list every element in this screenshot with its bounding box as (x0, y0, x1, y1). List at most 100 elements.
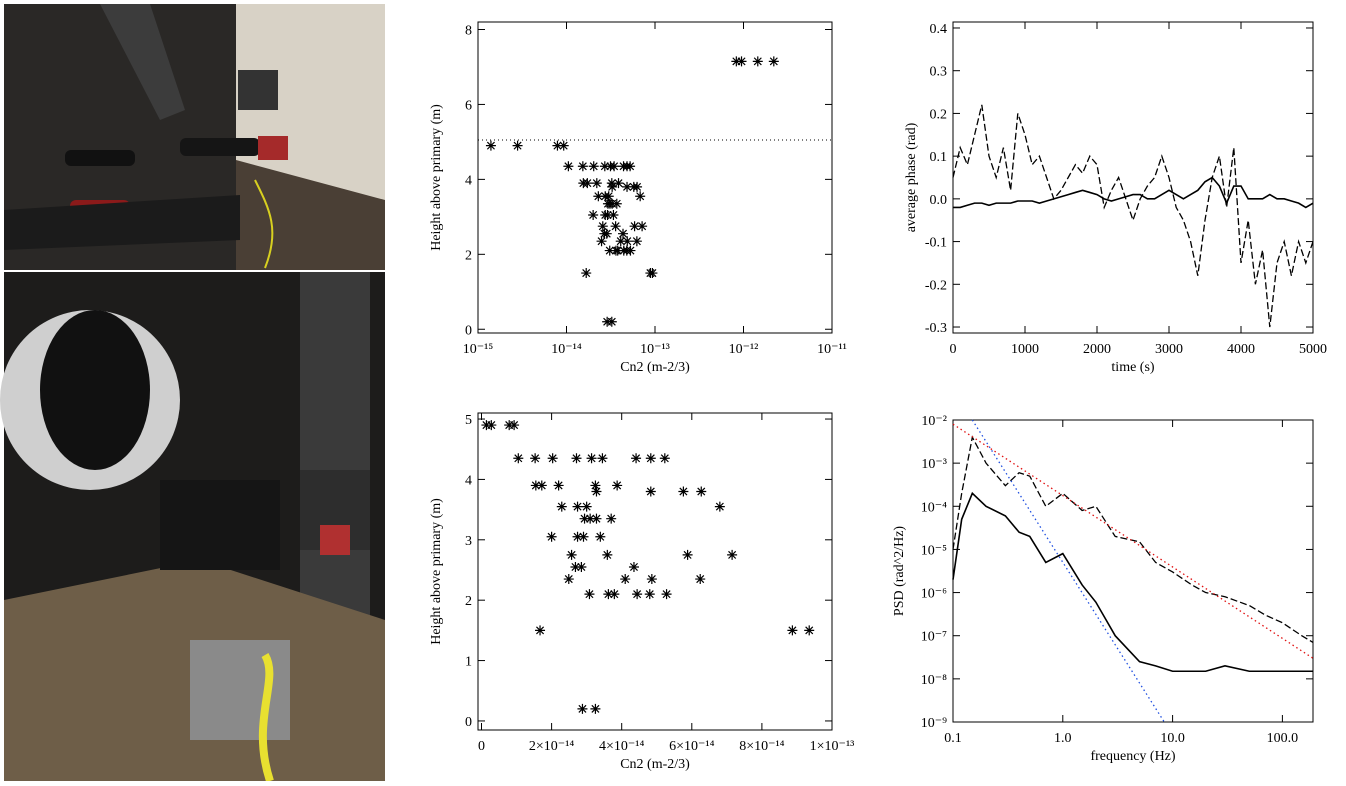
y-tick-label: 4 (465, 473, 472, 488)
plot-frame (952, 21, 1314, 334)
point (579, 513, 590, 524)
point (602, 549, 613, 560)
x-axis-title: Cn2 (m-2/3) (620, 360, 690, 375)
y-tick-label: 10⁻⁵ (921, 543, 947, 558)
photo-bottom (0, 272, 385, 783)
point (535, 625, 546, 636)
point (563, 161, 574, 172)
x-tick-label: 0 (478, 739, 485, 754)
point (601, 228, 612, 239)
series-line (952, 435, 1314, 643)
y-tick-label: -0.1 (925, 236, 947, 251)
point (485, 140, 496, 151)
point (603, 191, 614, 202)
floor (236, 160, 385, 270)
point (632, 589, 643, 600)
series-line (952, 491, 1313, 673)
point (581, 501, 592, 512)
point (486, 420, 497, 431)
point (622, 181, 633, 192)
point (635, 191, 646, 202)
x-axis-title: frequency (Hz) (1090, 749, 1175, 764)
x-tick-label: 0 (950, 342, 957, 357)
series-line (952, 104, 1314, 328)
x-tick-label: 2000 (1083, 342, 1111, 357)
x-tick-label: 0.1 (944, 731, 962, 746)
point (595, 531, 606, 542)
point (602, 209, 613, 220)
x-tick-label: 2×10⁻¹⁴ (529, 739, 574, 754)
plot-frame (477, 412, 833, 731)
y-tick-label: 0.0 (930, 193, 948, 208)
point (631, 453, 642, 464)
y-tick-label: 0.3 (930, 65, 948, 80)
point (570, 561, 581, 572)
point (610, 221, 621, 232)
x-tick-label: 6×10⁻¹⁴ (669, 739, 714, 754)
point (645, 453, 656, 464)
point (578, 531, 589, 542)
truss (100, 4, 185, 120)
x-tick-label: 1000 (1011, 342, 1039, 357)
point (597, 221, 608, 232)
point (584, 589, 595, 600)
y-tick-label: 0.2 (930, 107, 948, 122)
point (591, 178, 602, 189)
x-tick-label: 10⁻¹¹ (817, 342, 847, 357)
point (530, 480, 541, 491)
x-tick-label: 100.0 (1267, 731, 1299, 746)
point (591, 513, 602, 524)
y-tick-label: 0 (465, 715, 472, 730)
plot-frame (952, 419, 1314, 723)
point (577, 161, 588, 172)
y-tick-label: 5 (465, 413, 472, 428)
point (607, 181, 618, 192)
y-tick-label: 0.1 (930, 150, 948, 165)
plot-frame (477, 21, 833, 334)
point (552, 140, 563, 151)
point (612, 480, 623, 491)
x-tick-label: 1×10⁻¹³ (810, 739, 855, 754)
point (509, 420, 520, 431)
point (596, 236, 607, 247)
y-tick-label: 10⁻² (921, 414, 947, 429)
y-tick-label: 10⁻⁴ (921, 500, 947, 515)
series-line (952, 423, 1314, 659)
x-tick-label: 10⁻¹⁴ (551, 342, 582, 357)
point (586, 453, 597, 464)
y-tick-label: 4 (465, 173, 472, 188)
point (736, 56, 747, 67)
point (590, 480, 601, 491)
point (608, 209, 619, 220)
point (512, 140, 523, 151)
y-tick-label: 10⁻⁷ (921, 630, 947, 645)
point (631, 236, 642, 247)
point (618, 228, 629, 239)
point (731, 56, 742, 67)
point (609, 161, 620, 172)
camera-mount (160, 480, 280, 570)
point (661, 589, 672, 600)
point (644, 589, 655, 600)
chart: 0 2×10⁻¹⁴ 4×10⁻¹⁴ 6×10⁻¹⁴ 8×10⁻¹⁴ 1×10⁻¹³ 0 1 2 3… (429, 412, 855, 772)
y-axis-title: Height above primary (m) (429, 498, 444, 645)
point (603, 589, 614, 600)
point (645, 486, 656, 497)
camera-red (320, 525, 350, 555)
x-tick-label: 4×10⁻¹⁴ (599, 739, 644, 754)
point (787, 625, 798, 636)
point (556, 501, 567, 512)
chart: 0.1 1.0 10.0 100.0 10⁻⁹ 10⁻⁸ 10⁻⁷ 10⁻⁶ 10⁻⁵ 10⁻⁴ 1… (892, 414, 1314, 764)
x-tick-label: 10⁻¹³ (640, 342, 670, 357)
point (593, 191, 604, 202)
point (599, 161, 610, 172)
x-axis-title: Cn2 (m-2/3) (620, 757, 690, 772)
x-axis-title: time (s) (1111, 360, 1154, 375)
point (609, 589, 620, 600)
point (571, 453, 582, 464)
y-tick-label: 10⁻⁹ (921, 716, 947, 731)
point (563, 574, 574, 585)
y-tick-label: -0.3 (925, 321, 947, 336)
point (611, 198, 622, 209)
x-tick-label: 10⁻¹² (729, 342, 759, 357)
